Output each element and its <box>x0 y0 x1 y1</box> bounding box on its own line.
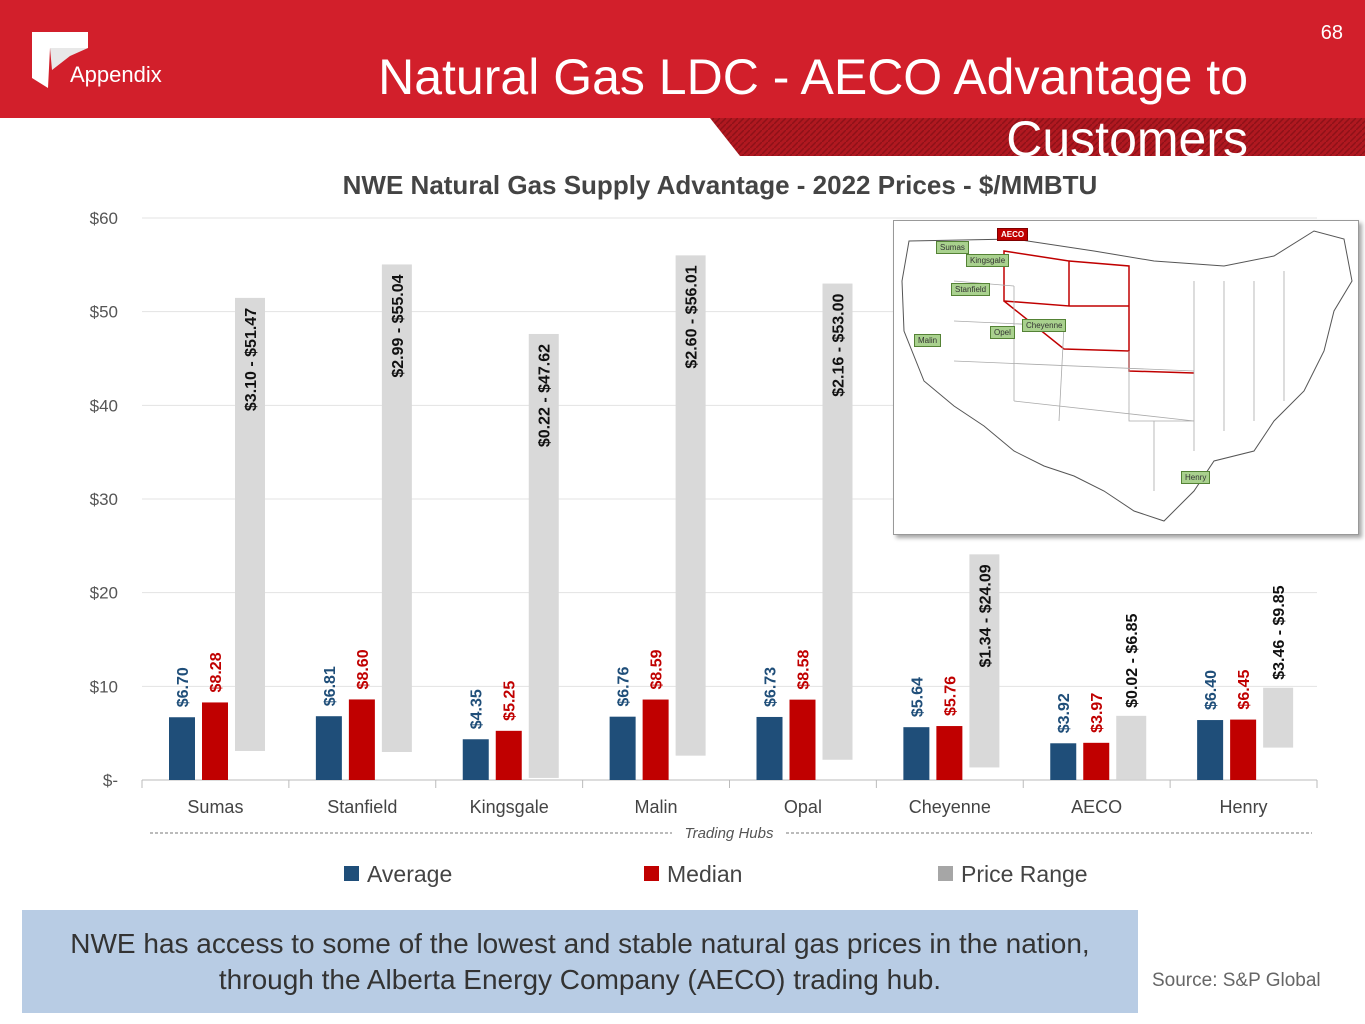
bar-price-range <box>1116 715 1147 780</box>
label-price-range: $2.99 - $55.04 <box>390 274 407 377</box>
bar-median <box>789 699 816 780</box>
bar-price-range <box>675 255 706 756</box>
label-price-range: $2.16 - $53.00 <box>831 293 848 396</box>
bar-average <box>1197 720 1224 780</box>
y-tick-label: $50 <box>90 303 118 322</box>
page-number: 68 <box>1320 22 1343 44</box>
bar-price-range <box>1263 687 1294 748</box>
label-price-range: $0.22 - $47.62 <box>537 344 554 447</box>
bar-median <box>642 699 669 780</box>
label-price-range: $0.02 - $6.85 <box>1124 613 1141 707</box>
hub-opel: Opel <box>990 326 1015 339</box>
y-tick-label: $60 <box>90 209 118 228</box>
bar-median <box>202 702 228 780</box>
bar-price-range <box>969 554 1000 768</box>
bar-price-range <box>235 297 265 751</box>
legend-label: Average <box>367 861 452 887</box>
bar-price-range <box>381 264 412 752</box>
hub-kingsgale: Kingsgale <box>966 254 1010 267</box>
label-average: $3.92 <box>1056 693 1073 733</box>
label-average: $6.81 <box>322 666 339 706</box>
hub-stanfield: Stanfield <box>951 283 991 296</box>
us-map-icon <box>901 230 1353 522</box>
us-map-inset: Sumas Kingsgale Stanfield Malin Opel Che… <box>893 220 1359 535</box>
bar-median <box>1083 742 1110 780</box>
label-price-range: $2.60 - $56.01 <box>684 265 701 368</box>
y-tick-label: $20 <box>90 584 118 603</box>
category-label: Sumas <box>187 797 243 817</box>
callout-text: NWE has access to some of the lowest and… <box>22 910 1138 1013</box>
y-tick-label: $30 <box>90 490 118 509</box>
label-median: $5.76 <box>942 676 959 716</box>
label-median: $6.45 <box>1236 669 1253 709</box>
source-note: Source: S&P Global <box>1152 970 1321 991</box>
bar-average <box>609 716 636 780</box>
hub-malin: Malin <box>914 334 942 347</box>
label-median: $8.59 <box>649 649 666 689</box>
label-average: $6.70 <box>175 667 192 707</box>
chart-title: NWE Natural Gas Supply Advantage - 2022 … <box>343 170 1098 200</box>
label-price-range: $3.10 - $51.47 <box>243 308 260 411</box>
bar-median <box>348 699 375 780</box>
bar-median <box>936 726 963 780</box>
label-price-range: $1.34 - $24.09 <box>977 564 994 667</box>
y-tick-label: $40 <box>90 396 118 415</box>
legend-swatch <box>644 866 659 881</box>
page-title: Natural Gas LDC - AECO Advantage to Cust… <box>378 49 1248 167</box>
hub-aeco: AECO <box>997 228 1029 241</box>
category-label: Malin <box>635 797 678 817</box>
label-average: $6.73 <box>763 667 780 707</box>
category-label: Opal <box>784 797 822 817</box>
bar-average <box>756 716 783 780</box>
category-label: AECO <box>1071 797 1122 817</box>
hub-sumas: Sumas <box>936 241 969 254</box>
hub-henry: Henry <box>1181 471 1211 484</box>
y-tick-label: $- <box>103 771 118 790</box>
price-chart: NWE Natural Gas Supply Advantage - 2022 … <box>90 170 1318 887</box>
category-label: Cheyenne <box>909 797 991 817</box>
category-label: Henry <box>1220 797 1268 817</box>
label-average: $6.76 <box>616 667 633 707</box>
y-tick-label: $10 <box>90 677 118 696</box>
bar-average <box>903 727 930 780</box>
bar-price-range <box>528 333 559 778</box>
bar-median <box>1230 719 1257 780</box>
bar-average <box>1050 743 1077 780</box>
decorative-stripe <box>710 118 1365 156</box>
category-label: Kingsgale <box>470 797 549 817</box>
header-bar <box>0 0 1365 118</box>
label-average: $4.35 <box>469 689 486 729</box>
label-median: $8.58 <box>796 649 813 689</box>
bar-average <box>315 716 342 780</box>
logo-icon <box>32 32 88 88</box>
label-price-range: $3.46 - $9.85 <box>1271 585 1288 679</box>
label-average: $5.64 <box>909 677 926 717</box>
x-axis-label: Trading Hubs <box>685 825 774 842</box>
legend-swatch <box>938 866 953 881</box>
section-label: Appendix <box>70 62 162 87</box>
bar-price-range <box>822 283 853 760</box>
label-median: $5.25 <box>502 681 519 721</box>
legend-label: Median <box>667 861 742 887</box>
hub-cheyenne: Cheyenne <box>1022 319 1067 332</box>
category-label: Stanfield <box>327 797 397 817</box>
bar-average <box>169 717 195 780</box>
label-median: $8.60 <box>355 649 372 689</box>
label-median: $3.97 <box>1089 693 1106 733</box>
label-average: $6.40 <box>1203 670 1220 710</box>
label-median: $8.28 <box>208 652 225 692</box>
bar-median <box>495 730 522 780</box>
bar-average <box>462 739 489 780</box>
legend-swatch <box>344 866 359 881</box>
legend-label: Price Range <box>961 861 1088 887</box>
